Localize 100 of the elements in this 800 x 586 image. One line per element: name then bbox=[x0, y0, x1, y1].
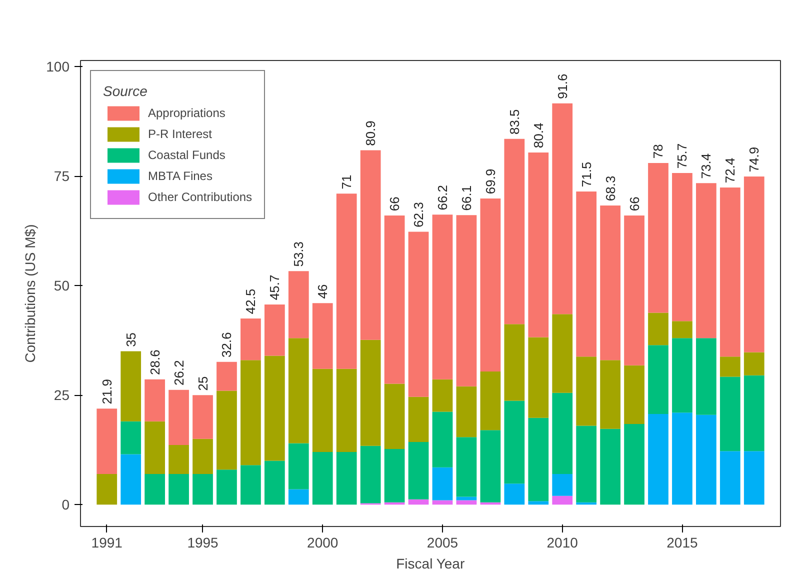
total-label: 80.4 bbox=[530, 122, 546, 148]
bar bbox=[432, 500, 453, 505]
total-label: 35 bbox=[123, 332, 138, 347]
bar bbox=[504, 138, 525, 324]
bar bbox=[240, 318, 261, 360]
bar bbox=[456, 500, 477, 505]
legend-label: Appropriations bbox=[148, 106, 226, 120]
bar bbox=[480, 198, 501, 372]
bar bbox=[432, 379, 453, 412]
legend-label: Other Contributions bbox=[148, 190, 252, 204]
bar bbox=[288, 271, 309, 338]
bar bbox=[144, 421, 166, 474]
legend-title: Source bbox=[103, 83, 148, 99]
y-tick-label: 0 bbox=[62, 496, 70, 513]
total-label: 78 bbox=[650, 144, 666, 159]
legend-label: Coastal Funds bbox=[148, 148, 226, 162]
total-label: 53.3 bbox=[291, 241, 306, 267]
total-label: 28.6 bbox=[147, 350, 162, 375]
y-tick-label: 100 bbox=[46, 58, 70, 75]
bar bbox=[384, 216, 405, 384]
x-tick-label: 1991 bbox=[91, 534, 123, 550]
total-label: 66.2 bbox=[434, 184, 450, 210]
bar bbox=[96, 474, 118, 505]
total-label: 73.4 bbox=[698, 153, 714, 179]
total-label: 66 bbox=[387, 196, 402, 212]
bar bbox=[240, 360, 261, 466]
total-label: 26.2 bbox=[171, 360, 186, 386]
bar bbox=[120, 454, 142, 505]
bar bbox=[312, 303, 333, 369]
bar bbox=[408, 396, 429, 442]
bar bbox=[360, 150, 381, 340]
bar bbox=[384, 502, 405, 505]
bar bbox=[720, 188, 740, 357]
bar bbox=[480, 371, 501, 430]
bar bbox=[456, 437, 477, 497]
bar bbox=[216, 390, 237, 470]
bar bbox=[336, 194, 357, 369]
bar bbox=[432, 412, 453, 468]
bar bbox=[336, 368, 357, 452]
bar bbox=[144, 474, 166, 505]
bar bbox=[288, 489, 309, 505]
bar bbox=[408, 499, 429, 505]
bar bbox=[216, 362, 237, 391]
bar bbox=[456, 386, 477, 438]
bar bbox=[456, 496, 477, 500]
bar bbox=[504, 484, 525, 505]
x-tick-label: 2000 bbox=[307, 534, 338, 550]
bar bbox=[432, 214, 453, 380]
bar bbox=[576, 502, 597, 505]
bar bbox=[672, 173, 692, 322]
total-label: 21.9 bbox=[99, 378, 114, 404]
bar bbox=[240, 465, 261, 505]
bar bbox=[744, 176, 764, 352]
total-label: 74.9 bbox=[746, 146, 762, 172]
bar bbox=[624, 365, 644, 424]
x-tick-label: 2015 bbox=[666, 534, 698, 550]
y-axis-title: Contributions (US M$) bbox=[22, 224, 38, 363]
legend-label: P-R Interest bbox=[148, 127, 212, 141]
bar bbox=[648, 162, 668, 313]
bar bbox=[696, 338, 716, 415]
bar bbox=[288, 443, 309, 490]
y-tick-label: 75 bbox=[54, 168, 70, 184]
total-label: 25 bbox=[195, 376, 210, 391]
bar bbox=[672, 412, 692, 505]
bar bbox=[168, 390, 189, 446]
total-label: 66 bbox=[626, 196, 642, 212]
x-tick-label: 2010 bbox=[546, 534, 578, 550]
bar bbox=[312, 368, 333, 452]
bar bbox=[480, 502, 501, 505]
bar bbox=[384, 448, 405, 502]
bar bbox=[528, 152, 549, 338]
bar bbox=[480, 430, 501, 502]
bar bbox=[360, 446, 381, 504]
bar bbox=[192, 474, 213, 505]
bar bbox=[720, 451, 740, 505]
total-label: 91.6 bbox=[554, 74, 570, 100]
total-label: 42.5 bbox=[243, 288, 258, 314]
bar bbox=[720, 356, 740, 377]
legend-label: MBTA Fines bbox=[148, 169, 212, 183]
bar bbox=[504, 324, 525, 401]
bar bbox=[384, 384, 405, 449]
bar bbox=[744, 451, 764, 505]
total-label: 80.9 bbox=[363, 120, 378, 146]
bar bbox=[168, 445, 189, 474]
bar bbox=[600, 360, 620, 429]
total-label: 62.3 bbox=[411, 202, 426, 228]
bar bbox=[96, 408, 118, 474]
bar bbox=[624, 424, 644, 505]
y-tick-label: 50 bbox=[54, 278, 70, 294]
bar bbox=[648, 345, 668, 414]
total-label: 66.1 bbox=[458, 185, 474, 211]
bar bbox=[672, 321, 692, 338]
total-label: 32.6 bbox=[219, 332, 234, 358]
total-label: 72.4 bbox=[722, 158, 738, 184]
bar bbox=[432, 467, 453, 500]
total-label: 83.5 bbox=[506, 109, 522, 135]
bar bbox=[744, 352, 764, 376]
bar bbox=[168, 474, 189, 505]
bar bbox=[576, 356, 597, 426]
total-label: 46 bbox=[315, 284, 330, 299]
